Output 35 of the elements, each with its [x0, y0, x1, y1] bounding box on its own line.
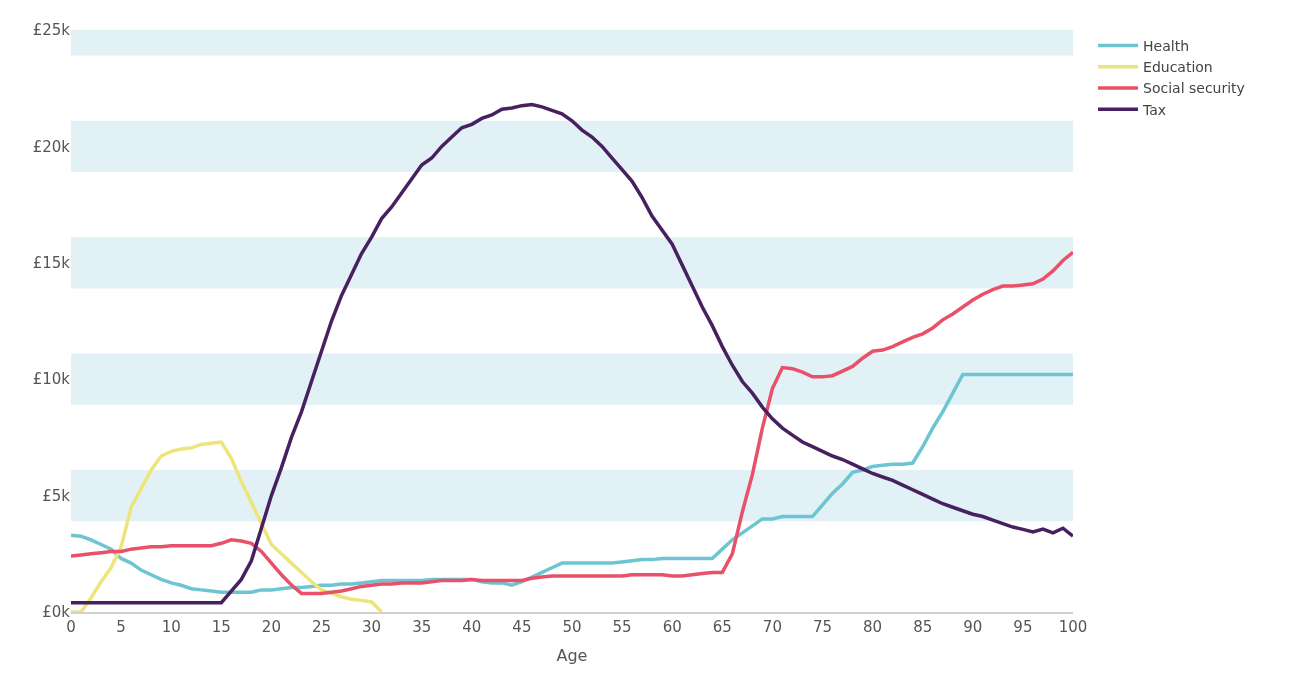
x-tick-label: 5: [116, 618, 126, 636]
line-series: [71, 372, 1073, 594]
line-series: [71, 440, 384, 612]
x-tick-label: 35: [412, 618, 432, 636]
x-tick-label: 50: [562, 618, 582, 636]
y-tick-label: £10k: [32, 370, 71, 389]
x-tick-label: 45: [512, 618, 532, 636]
y-tick-label: £25k: [32, 21, 71, 40]
x-tick-label: 40: [462, 618, 482, 636]
x-tick-label: 65: [712, 618, 732, 636]
x-tick-label: 70: [762, 618, 782, 636]
x-tick-label: 80: [863, 618, 883, 636]
x-tick-label: 25: [311, 618, 332, 636]
x-tick-label: 95: [1013, 618, 1033, 636]
y-tick-label: £5k: [42, 486, 71, 505]
y-tick-label: £20k: [32, 137, 71, 156]
x-tick-label: 85: [913, 618, 933, 636]
x-tick-label: 20: [261, 618, 281, 636]
x-tick-label: 30: [362, 618, 382, 636]
x-tick-label: 55: [612, 618, 632, 636]
x-axis-title: Age: [556, 646, 588, 666]
legend-label: Education: [1143, 59, 1213, 76]
line-series: [71, 250, 1073, 596]
x-tick-label: 15: [211, 618, 231, 636]
x-tick-label: 75: [812, 618, 833, 636]
legend-label: Tax: [1142, 101, 1167, 118]
x-tick-label: 10: [161, 618, 181, 636]
legend-label: Health: [1143, 38, 1190, 55]
y-tick-label: £15k: [32, 254, 71, 273]
x-tick-label: 90: [963, 618, 983, 636]
x-tick-label: 100: [1058, 618, 1088, 636]
line-series: [71, 102, 1073, 605]
x-tick-label: 0: [66, 618, 76, 636]
x-tick-label: 60: [662, 618, 682, 636]
legend-label: Social security: [1143, 80, 1245, 97]
